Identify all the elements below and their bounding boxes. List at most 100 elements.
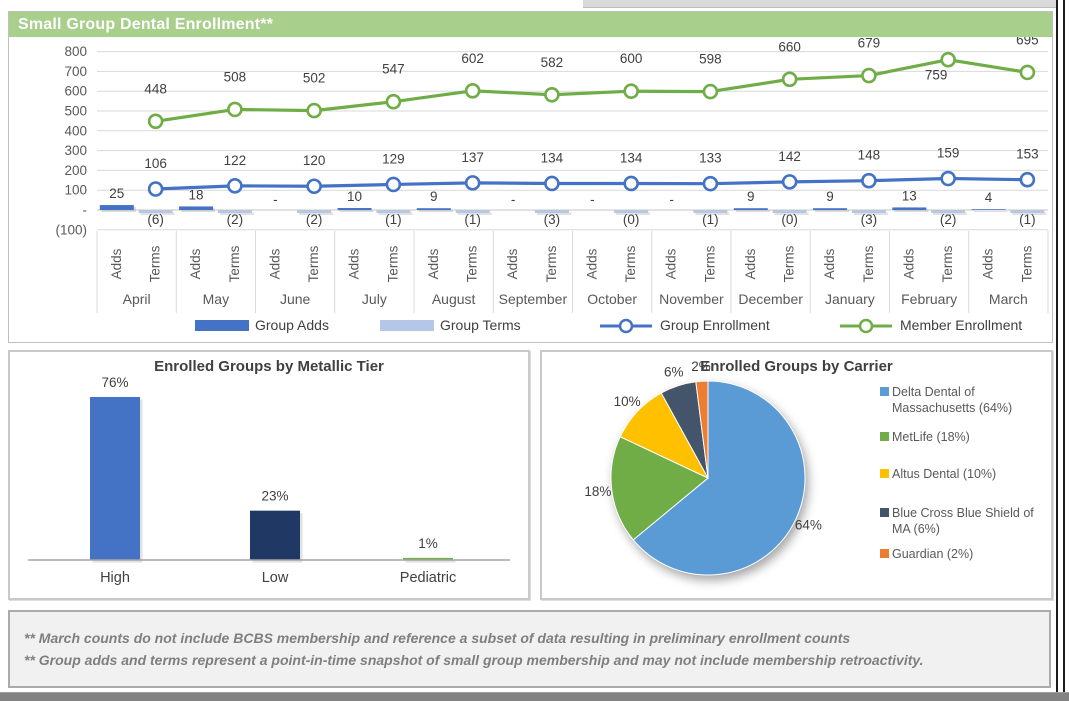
member-enrollment-line (154, 58, 1029, 123)
member-enrollment-value-label: 547 (382, 62, 405, 77)
bar-shadow (339, 210, 374, 212)
member-enrollment-value-label: 508 (224, 69, 247, 84)
member-enrollment-marker (464, 83, 481, 99)
adds-axis-label: Adds (743, 248, 758, 279)
member-enrollment-value-label: 602 (461, 51, 484, 66)
adds-axis-label: Adds (981, 248, 996, 279)
member-enrollment-marker (623, 83, 639, 100)
legend-item-group-terms: Group Terms (380, 317, 521, 333)
group-terms-bar (217, 210, 252, 213)
month-axis-label: March (989, 291, 1028, 307)
group-enrollment-marker (385, 176, 402, 193)
member-enrollment-value-label: 598 (699, 52, 722, 67)
tier-category-label: High (100, 570, 130, 586)
group-terms-label: (1) (702, 212, 719, 227)
terms-axis-label: Terms (940, 245, 955, 282)
month-axis-label: August (432, 291, 476, 307)
footnote-line-1: ** March counts do not include BCBS memb… (24, 630, 851, 646)
bar-shadow (219, 212, 254, 215)
group-enrollment-value-label: 133 (699, 151, 722, 166)
group-adds-bar (892, 207, 927, 210)
pie-pct-label: 2% (691, 359, 711, 374)
metallic-tier-bar-chart: 76% High 23% Low 1% Pediatric (28, 375, 510, 586)
member-enrollment-marker (702, 83, 719, 100)
horizontal-scrollbar[interactable] (0, 692, 1069, 701)
group-enrollment-value-label: 122 (224, 153, 247, 168)
member-enrollment-value-label: 448 (144, 81, 167, 96)
legend-swatch (880, 548, 889, 558)
group-adds-bar (416, 208, 451, 210)
group-adds-bar (179, 206, 214, 210)
pie-pct-label: 64% (795, 517, 822, 532)
pie-pct-label: 10% (614, 394, 641, 409)
pie-legend-item: Guardian (2%) (880, 546, 1050, 562)
terms-axis-label: Terms (148, 245, 163, 282)
carrier-panel: Enrolled Groups by Carrier 64% 18% 10% 6% 2%… (540, 350, 1053, 600)
bar-shadow (457, 212, 492, 215)
legend-label: Group Terms (440, 317, 521, 333)
group-enrollment-value-label: 142 (778, 149, 801, 164)
legend-swatch (880, 431, 889, 441)
carrier-pie-chart: 64% 18% 10% 6% 2% (584, 359, 822, 576)
carrier-pie-legend: Delta Dental of Massachusetts (64%) MetLi… (880, 384, 1050, 562)
pie-slice (632, 380, 806, 576)
group-terms-bar (297, 210, 332, 213)
group-adds-label: 13 (902, 188, 917, 203)
group-terms-label: (0) (623, 212, 640, 227)
group-adds-label: 9 (826, 189, 834, 204)
month-axis-label: December (738, 291, 803, 307)
member-enrollment-marker (306, 102, 322, 119)
legend-swatch (880, 387, 889, 396)
legend-label: Delta Dental of Massachusetts (64%) (892, 385, 1013, 416)
pie-pct-label: 6% (664, 364, 684, 379)
group-terms-bar (772, 210, 807, 213)
legend-label: Group Enrollment (660, 317, 770, 333)
y-axis-tick-label: 800 (64, 44, 87, 59)
group-enrollment-marker (147, 181, 164, 197)
group-adds-bar (813, 208, 848, 210)
y-axis-tick-label: 100 (64, 183, 87, 198)
pie-slices (610, 380, 806, 576)
group-terms-label: (2) (227, 212, 244, 227)
month-axis-label: July (362, 291, 387, 307)
group-terms-bar (534, 210, 569, 213)
group-terms-label: (1) (385, 212, 402, 227)
group-enrollment-value-label: 106 (144, 156, 167, 171)
group-adds-label: - (511, 192, 516, 207)
legend-item-group-adds: Group Adds (195, 317, 329, 333)
adds-axis-label: Adds (505, 248, 520, 279)
group-adds-label: 18 (189, 187, 204, 202)
group-enrollment-marker (306, 178, 322, 195)
member-enrollment-value-label: 582 (541, 55, 564, 70)
month-axis-label: January (825, 291, 875, 307)
pie-legend-item: MetLife (18%) (880, 429, 1050, 445)
legend-label: Altus Dental (10%) (892, 466, 997, 481)
member-enrollment-marker (227, 101, 243, 118)
member-enrollment-marker (781, 71, 798, 88)
terms-axis-label: Terms (385, 245, 400, 282)
terms-axis-label: Terms (227, 245, 242, 282)
y-axis-tick-label: 700 (64, 64, 87, 79)
adds-axis-label: Adds (901, 248, 916, 279)
member-enrollment-value-label: 679 (858, 37, 881, 51)
terms-axis-label: Terms (623, 245, 638, 282)
group-enrollment-value-label: 153 (1016, 147, 1039, 162)
terms-axis-label: Terms (861, 245, 876, 282)
bar-shadow (894, 209, 929, 212)
enrollment-panel-title: Small Group Dental Enrollment** (18, 16, 274, 33)
group-enrollment-marker (623, 175, 639, 192)
bar-series: 25 (6) 18 (2) - (2) 10 (1) 9 (1) - (3) - (0) - (1) 9 (0) 9… (99, 186, 1047, 227)
bar-shadow (1012, 212, 1047, 215)
bar-shadow (299, 212, 334, 215)
pie-slice (695, 380, 709, 479)
group-adds-label: 9 (747, 189, 755, 204)
adds-axis-label: Adds (664, 248, 679, 279)
month-axis-label: September (499, 291, 568, 307)
adds-axis-label: Adds (426, 248, 441, 279)
group-terms-bar (693, 210, 728, 213)
pie-legend-item: Blue Cross Blue Shield of MA (6%) (880, 505, 1050, 538)
legend-marker (618, 318, 634, 334)
terms-axis-label: Terms (544, 245, 559, 282)
bar-shadow (853, 212, 888, 215)
